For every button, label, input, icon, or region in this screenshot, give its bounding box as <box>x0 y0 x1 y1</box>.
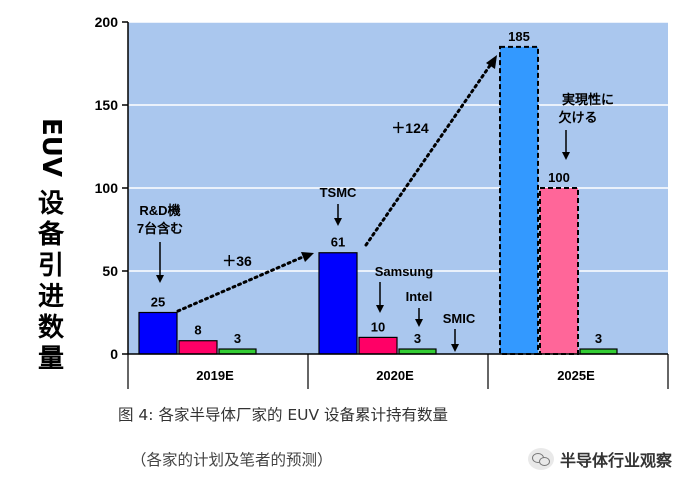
bar-tsmc-2020E <box>318 252 358 355</box>
y-axis-label-char: 数 <box>37 313 64 343</box>
annotation-smic-arrow-head <box>451 344 459 352</box>
data-label: 61 <box>331 235 345 250</box>
figure-caption: 图 4: 各家半导体厂家的 EUV 设备累计持有数量 <box>118 406 449 424</box>
annotation-intel-arrow-head <box>415 319 423 327</box>
data-label: 185 <box>508 29 530 44</box>
bar-samsung-2025E <box>539 187 579 355</box>
y-axis-label: EUV 设备引进数量 <box>28 118 74 375</box>
annotation-smic: SMIC <box>443 311 476 326</box>
watermark: 半导体行业观察 <box>528 447 672 471</box>
x-tick-label: 2025E <box>557 368 595 383</box>
data-label: 10 <box>371 319 385 334</box>
y-tick-label: 50 <box>102 263 118 279</box>
y-tick-label: 200 <box>95 14 119 30</box>
growth-arrow-2025-head <box>486 55 497 69</box>
annotation-samsung-arrow-head <box>376 305 384 313</box>
growth-arrow-2020 <box>176 254 307 313</box>
annotation-lack-line2: 欠ける <box>558 110 597 125</box>
annotation-growth-2025: ＋124 <box>391 120 429 136</box>
y-axis-label-char: 进 <box>37 282 64 312</box>
figure-subcaption: （各家的计划及笔者的预测） <box>131 451 333 469</box>
bar-samsung-2020E <box>358 336 398 355</box>
annotation-samsung: Samsung <box>375 264 434 279</box>
watermark-text: 半导体行业观察 <box>560 451 673 470</box>
growth-arrow-2025 <box>364 62 493 247</box>
y-tick-label: 100 <box>95 180 119 196</box>
growth-arrow-2020-head <box>301 252 314 262</box>
annotation-tsmc: TSMC <box>320 185 357 200</box>
annotation-rd-line2: 7台含む <box>137 221 183 236</box>
y-axis-label-char: 设 <box>37 189 64 219</box>
annotation-tsmc-arrow-head <box>334 218 342 226</box>
x-tick-label: 2020E <box>376 368 414 383</box>
bar-tsmc-2025E <box>499 45 539 356</box>
annotation-rd-arrow-head <box>156 275 164 283</box>
y-axis-label-char: 量 <box>37 344 64 374</box>
y-axis-label-char: 引 <box>37 251 64 281</box>
data-label: 8 <box>194 323 201 338</box>
x-tick-label: 2019E <box>196 368 234 383</box>
data-label: 3 <box>234 331 241 346</box>
y-axis-label-char: EUV <box>36 118 66 177</box>
data-label: 25 <box>151 295 165 310</box>
annotation-intel: Intel <box>406 289 433 304</box>
bar-chart: 25 8 3 61 10 3 185 100 3 R&D機 7台含む TSMC Samsung Intel… <box>95 14 669 389</box>
wechat-icon <box>528 448 554 470</box>
annotation-rd-line1: R&D機 <box>139 203 180 218</box>
bar-tsmc-2019E <box>138 311 178 355</box>
annotation-lack-line1: 実現性に <box>562 92 614 107</box>
data-label: 100 <box>548 170 570 185</box>
y-tick-label: 150 <box>95 97 119 113</box>
y-tick-label: 0 <box>110 346 118 362</box>
annotation-growth-2020: ＋36 <box>222 253 252 269</box>
annotation-lack-arrow-head <box>562 152 570 160</box>
bar-samsung-2019E <box>178 340 218 355</box>
y-axis-label-char: 备 <box>37 220 64 250</box>
data-label: 3 <box>414 331 421 346</box>
data-label: 3 <box>595 331 602 346</box>
